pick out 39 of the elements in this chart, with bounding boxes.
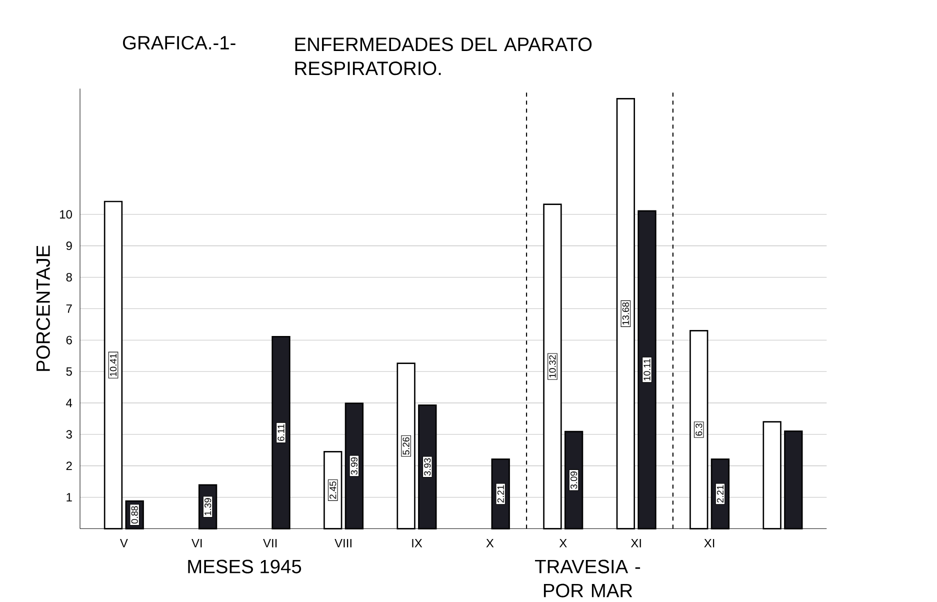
x-tick-label: V [120, 539, 128, 548]
y-tick-label: 1 [66, 493, 72, 502]
y-tick-label: 7 [66, 304, 72, 313]
x-tick-label: VI [192, 539, 202, 548]
data-label: 3.09 [570, 471, 578, 489]
y-tick-label: 8 [66, 272, 72, 282]
x-tick-label: XI [630, 539, 641, 548]
x-axis-title: MESES 1945 [188, 560, 302, 574]
data-label: 3.99 [350, 457, 358, 475]
chart-subtitle: ENFERMEDADES DEL APARATO RESPIRATORIO. [295, 38, 592, 76]
data-label: 5.26 [402, 437, 410, 455]
data-label: 6.3 [696, 424, 702, 436]
data-label: 6.11 [278, 424, 284, 441]
data-label: 10.11 [644, 358, 650, 380]
data-label: 10.32 [549, 355, 556, 378]
y-tick-label: 10 [60, 210, 72, 219]
data-label: 2.21 [497, 485, 504, 503]
y-axis-title: PORCENTAJE [36, 246, 50, 371]
x-tick-label: VII [263, 539, 277, 548]
text: TRAVESIA - POR MAR [535, 560, 640, 598]
x-tick-label: X [559, 539, 567, 548]
data-label: 13.68 [622, 302, 629, 325]
y-tick-label: 2 [66, 462, 72, 470]
chart-title: GRAFICA.-1- [123, 36, 236, 50]
data-label: 2.45 [330, 481, 336, 499]
data-label: 1.39 [204, 498, 212, 516]
x-tick-label: XI [704, 539, 714, 548]
y-tick-label: 5 [66, 367, 72, 376]
y-tick-label: 3 [66, 430, 72, 439]
data-label: 3.93 [424, 458, 431, 476]
data-label: 10.41 [110, 354, 117, 376]
y-tick-label: 9 [66, 242, 72, 250]
y-tick-label: 6 [66, 336, 72, 344]
y-tick-label: 4 [66, 398, 72, 408]
x-tick-label: IX [412, 539, 422, 548]
x-tick-label: X [486, 539, 494, 548]
data-label: 2.21 [716, 485, 724, 503]
data-label: 0.88 [131, 506, 138, 524]
x-tick-label: VIII [334, 539, 352, 548]
